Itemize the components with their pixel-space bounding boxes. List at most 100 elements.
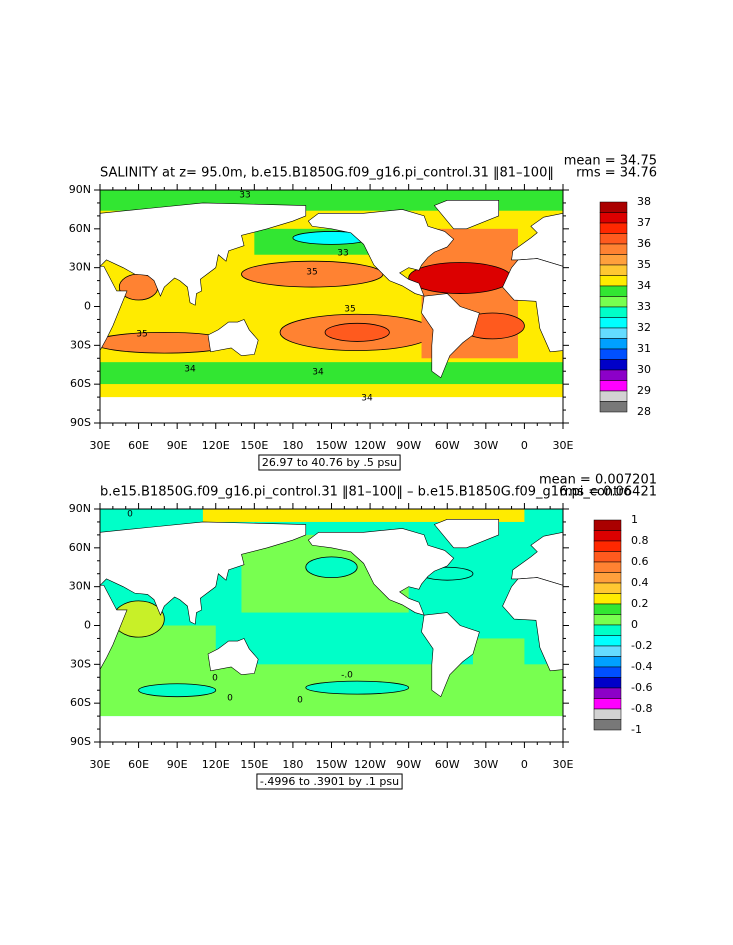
lon-label: 30E: [553, 439, 574, 452]
colorbar-box: [599, 306, 628, 318]
lat-label: 90N: [69, 183, 91, 196]
colorbar-box: [599, 243, 628, 255]
range-label: 26.97 to 40.76 by .5 psu: [262, 456, 397, 469]
colorbar-label: 34: [637, 279, 651, 292]
lon-label: 0: [521, 439, 528, 452]
lat-label: 60S: [70, 696, 91, 709]
contour-label: 33: [337, 249, 348, 259]
lon-label: 30E: [90, 758, 111, 771]
colorbar-box: [593, 551, 622, 563]
lat-label: 30S: [70, 338, 91, 351]
colorbar-box: [593, 635, 622, 647]
map: [100, 509, 564, 742]
ocean-field: [100, 397, 563, 423]
land: [503, 259, 564, 352]
colorbar-label: 28: [637, 405, 651, 418]
colorbar-box: [593, 687, 622, 699]
lon-label: 180: [282, 758, 303, 771]
land: [100, 585, 127, 669]
lon-label: 120E: [202, 758, 230, 771]
colorbar-box: [599, 401, 628, 413]
lat-label: 90S: [70, 416, 91, 429]
lat-label: 30N: [69, 261, 91, 274]
lon-label: 90E: [167, 439, 188, 452]
lat-label: 30N: [69, 580, 91, 593]
contour-label: 35: [344, 305, 355, 315]
ocean-field: [202, 509, 525, 522]
colorbar-box: [593, 656, 622, 668]
lat-label: 30S: [70, 657, 91, 670]
colorbar-label: 29: [637, 384, 651, 397]
colorbar-box: [599, 285, 628, 297]
lon-label: 120W: [354, 758, 386, 771]
lon-label: 90E: [167, 758, 188, 771]
colorbar-box: [599, 359, 628, 371]
contour-label: 33: [239, 191, 250, 201]
rms-label: rms = 34.76: [576, 166, 657, 181]
lon-label: 30W: [473, 439, 498, 452]
colorbar-box: [599, 369, 628, 381]
colorbar-label: -0.8: [631, 702, 652, 715]
colorbar-box: [593, 614, 622, 626]
colorbar-box: [599, 348, 628, 360]
lat-label: 60N: [69, 541, 91, 554]
colorbar-label: 0: [631, 618, 638, 631]
ocean-field: [100, 716, 563, 742]
lat-label: 60N: [69, 222, 91, 235]
contour-label: 0: [297, 696, 303, 706]
colorbar-box: [593, 666, 622, 678]
contour-label: 0: [227, 694, 233, 704]
ocean-field: [409, 262, 512, 293]
ocean-field: [100, 384, 563, 398]
range-box: [258, 454, 401, 471]
colorbar-label: 33: [637, 300, 651, 313]
colorbar-box: [593, 708, 622, 720]
colorbar-label: 0.2: [631, 597, 649, 610]
colorbar-label: -0.2: [631, 639, 652, 652]
lat-label: 0: [84, 619, 91, 632]
colorbar-box: [593, 561, 622, 573]
colorbar-box: [599, 222, 628, 234]
contour-label: 0: [212, 674, 218, 684]
ocean-field: [100, 362, 563, 385]
ocean-field: [306, 681, 409, 694]
colorbar-box: [593, 593, 622, 605]
lon-label: 180: [282, 439, 303, 452]
range-label: -.4996 to .3901 by .1 psu: [260, 775, 399, 788]
colorbar-label: 1: [631, 513, 638, 526]
land: [434, 200, 498, 228]
colorbar-label: 0.4: [631, 576, 649, 589]
lat-label: 0: [84, 300, 91, 313]
colorbar-box: [599, 338, 628, 350]
colorbar-label: 32: [637, 321, 651, 334]
ocean-field: [306, 557, 357, 578]
colorbar-box: [599, 201, 628, 213]
land: [100, 203, 306, 305]
ocean-field: [139, 684, 216, 697]
colorbar-label: 31: [637, 342, 651, 355]
contour-label: 35: [306, 268, 317, 278]
contour-label: 0: [127, 510, 133, 520]
colorbar-label: -0.6: [631, 681, 652, 694]
colorbar-box: [599, 212, 628, 224]
land: [434, 519, 498, 547]
colorbar-box: [599, 380, 628, 392]
colorbar-box: [593, 698, 622, 710]
colorbar-box: [599, 390, 628, 402]
land: [100, 522, 306, 624]
lon-label: 0: [521, 758, 528, 771]
land: [100, 266, 127, 350]
mean-label: mean = 0.007201: [539, 473, 657, 488]
contour-label: 34: [312, 368, 324, 378]
land: [422, 613, 480, 697]
contour-label: -.0: [341, 671, 353, 681]
colorbar-box: [593, 572, 622, 584]
colorbar-box: [593, 645, 622, 657]
lon-label: 150E: [240, 439, 268, 452]
lon-label: 150W: [316, 439, 348, 452]
colorbar-box: [593, 624, 622, 636]
colorbar-box: [599, 296, 628, 308]
colorbar-box: [593, 603, 622, 615]
panel-title: SALINITY at z= 95.0m, b.e15.B1850G.f09_g…: [100, 166, 554, 181]
